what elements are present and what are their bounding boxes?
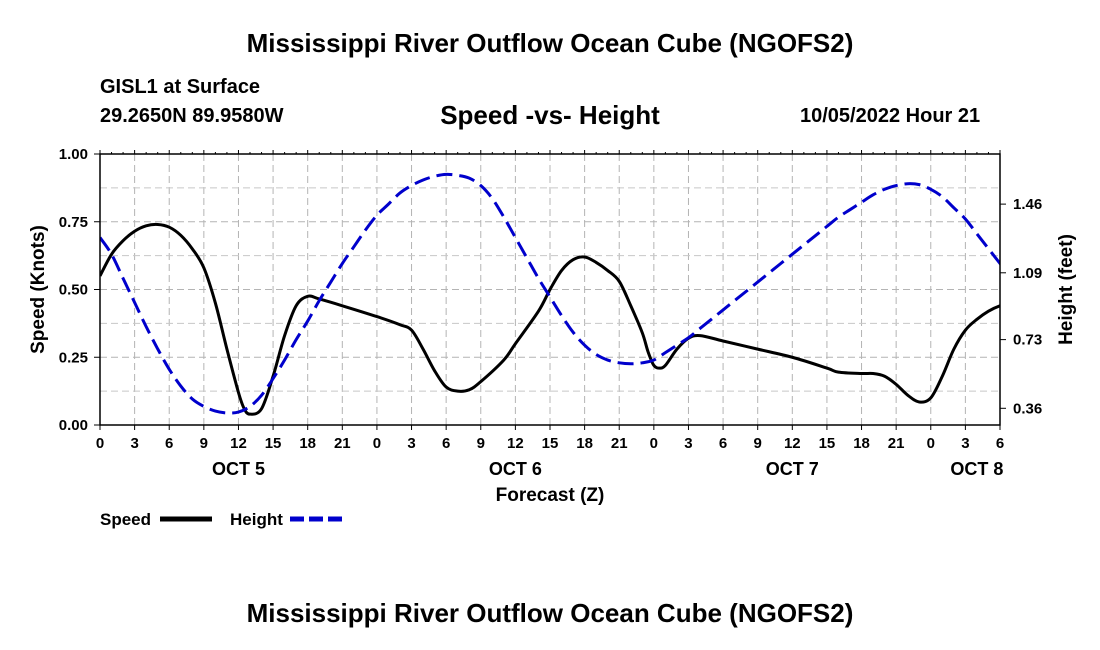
chart-subtitle: Speed -vs- Height [440, 100, 660, 130]
x-tick-label: 15 [265, 435, 282, 452]
x-axis-title: Forecast (Z) [496, 485, 605, 506]
series-layer [100, 172, 1000, 416]
day-label: OCT 7 [766, 459, 819, 479]
x-tick-label: 6 [996, 435, 1004, 452]
series-line-speed [100, 222, 1000, 416]
y-axis-title: Speed (Knots) [28, 225, 49, 354]
x-tick-label: 9 [477, 435, 485, 452]
x-tick-label: 3 [130, 435, 138, 452]
y2-tick-label: 1.09 [1013, 265, 1042, 282]
y-tick-label: 1.00 [59, 146, 88, 163]
x-tick-label: 0 [927, 435, 935, 452]
day-label: OCT 8 [950, 459, 1003, 479]
day-label: OCT 6 [489, 459, 542, 479]
x-tick-label: 15 [819, 435, 836, 452]
x-tick-label: 21 [334, 435, 351, 452]
series-line-height [100, 172, 1000, 415]
x-tick-label: 12 [507, 435, 524, 452]
y-tick-label: 0.00 [59, 417, 88, 434]
y2-tick-label: 0.73 [1013, 332, 1042, 349]
main-title: Mississippi River Outflow Ocean Cube (NG… [246, 28, 854, 58]
x-tick-label: 6 [442, 435, 450, 452]
x-tick-label: 12 [230, 435, 247, 452]
x-tick-label: 3 [407, 435, 415, 452]
station-coordinates: 29.2650N 89.9580W [100, 105, 284, 127]
x-tick-label: 6 [165, 435, 173, 452]
station-name: GISL1 at Surface [100, 76, 261, 98]
legend-label-speed: Speed [100, 510, 151, 529]
y2-tick-label: 1.46 [1013, 196, 1042, 213]
grid-lines [100, 154, 1000, 425]
axes: 0 3 6 9 12 15 18 21 0 3 6 9 12 15 18 21 0 3 6 9 12 15 18 21 0 3 6 0… [28, 146, 1077, 506]
footer-title: Mississippi River Outflow Ocean Cube (NG… [246, 598, 854, 628]
x-tick-label: 6 [719, 435, 727, 452]
x-tick-label: 3 [684, 435, 692, 452]
x-tick-label: 0 [373, 435, 381, 452]
x-tick-label: 9 [754, 435, 762, 452]
forecast-datetime: 10/05/2022 Hour 21 [800, 105, 981, 127]
y-tick-label: 0.25 [59, 349, 88, 366]
legend-label-height: Height [230, 510, 283, 529]
x-tick-label: 12 [784, 435, 801, 452]
x-tick-label: 3 [961, 435, 969, 452]
x-tick-label: 21 [611, 435, 628, 452]
x-tick-label: 0 [650, 435, 658, 452]
legend: Speed Height [100, 510, 342, 529]
x-tick-label: 9 [200, 435, 208, 452]
x-tick-label: 15 [542, 435, 559, 452]
y-tick-label: 0.50 [59, 282, 88, 299]
day-label: OCT 5 [212, 459, 265, 479]
y2-tick-label: 0.36 [1013, 400, 1042, 417]
x-tick-label: 18 [853, 435, 870, 452]
x-tick-label: 21 [888, 435, 905, 452]
y2-axis-title: Height (feet) [1056, 234, 1077, 345]
x-tick-label: 18 [299, 435, 316, 452]
x-tick-label: 18 [576, 435, 593, 452]
x-tick-label: 0 [96, 435, 104, 452]
y-tick-label: 0.75 [59, 214, 88, 231]
